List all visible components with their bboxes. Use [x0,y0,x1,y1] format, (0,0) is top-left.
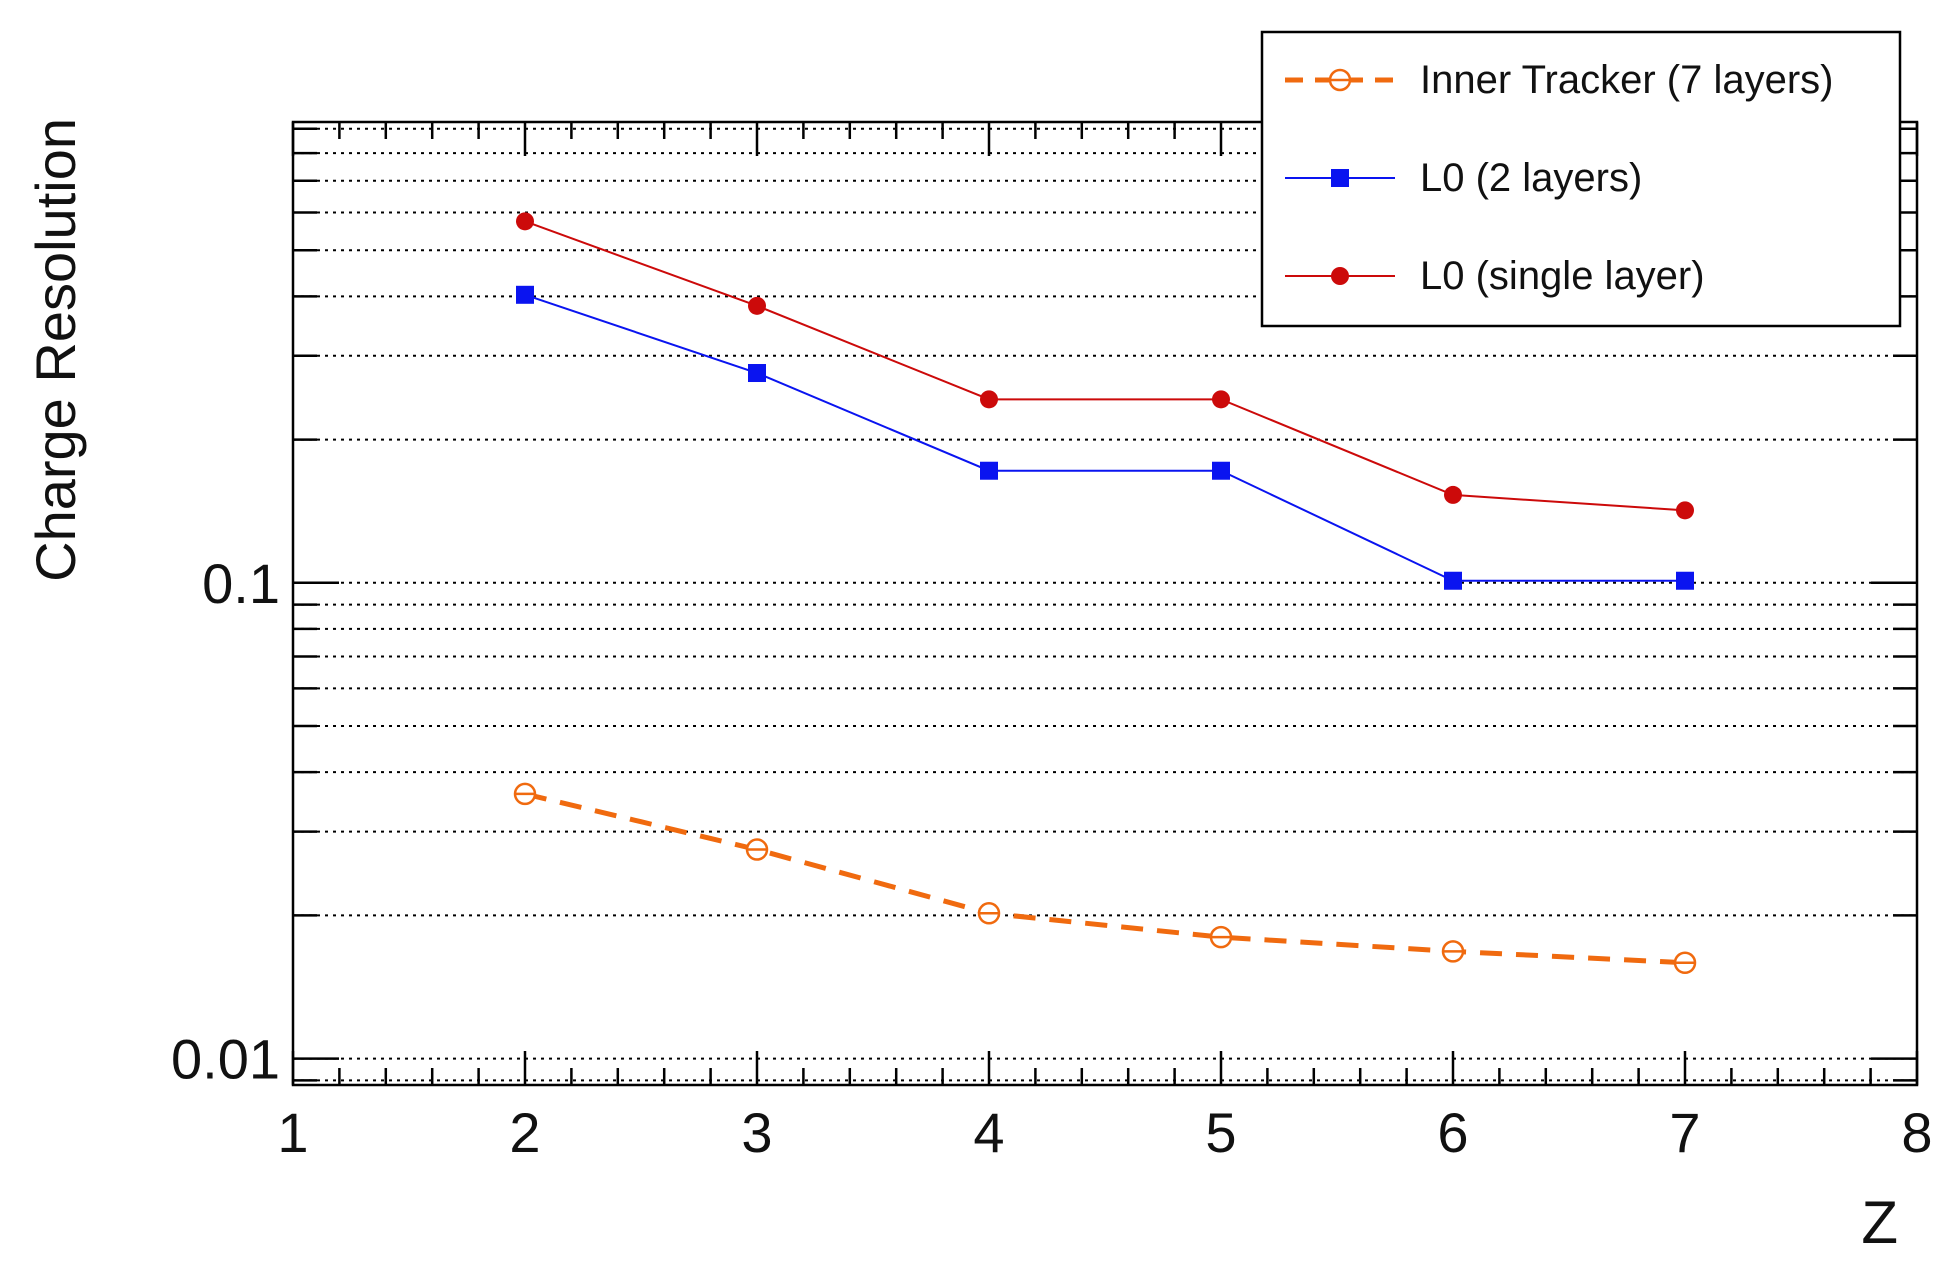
x-tick-label: 4 [973,1101,1004,1164]
series-inner-tracker-7-layers [513,782,1697,975]
plot-frame [291,120,1919,1087]
y-axis-label: Charge Resolution [24,118,87,582]
legend-label: Inner Tracker (7 layers) [1420,58,1833,102]
y-tick-label: 0.01 [171,1028,280,1091]
legend-entry: L0 (2 layers) [1285,156,1642,200]
x-axis-label: Z [1861,1189,1898,1256]
data-point [980,390,998,409]
data-point [1444,485,1462,504]
data-point [1676,571,1694,590]
data-point [1212,390,1230,409]
series-line [524,293,1685,582]
data-point [1331,267,1349,285]
series-layer [513,212,1697,975]
series-l0-single-layer [516,212,1694,520]
data-point [516,285,534,304]
data-point [1212,461,1230,480]
x-tick-label: 7 [1669,1101,1700,1164]
data-point [1331,169,1349,187]
series-l0-2-layers [516,285,1694,590]
legend: Inner Tracker (7 layers) L0 (2 layers) L0 … [1260,30,1902,328]
data-point [1444,571,1462,590]
data-point [1676,501,1694,520]
x-tick-label: 3 [741,1101,772,1164]
x-tick-label: 8 [1901,1101,1932,1164]
data-point [748,296,766,315]
data-point [516,212,534,231]
legend-entry: L0 (single layer) [1285,254,1705,298]
legend-label: L0 (2 layers) [1420,156,1642,200]
legend-entry: Inner Tracker (7 layers) [1285,58,1833,102]
data-point [980,461,998,480]
data-point [748,364,766,383]
y-tick-label: 0.1 [202,552,280,615]
x-tick-label: 2 [509,1101,540,1164]
x-tick-labels: 1 2 3 4 5 6 7 8 [277,1101,1932,1164]
legend-label: L0 (single layer) [1420,254,1705,298]
y-tick-labels: 0.01 0.1 [171,552,280,1091]
series-line [524,220,1686,512]
x-tick-label: 1 [277,1101,308,1164]
x-tick-label: 6 [1437,1101,1468,1164]
x-tick-label: 5 [1205,1101,1236,1164]
